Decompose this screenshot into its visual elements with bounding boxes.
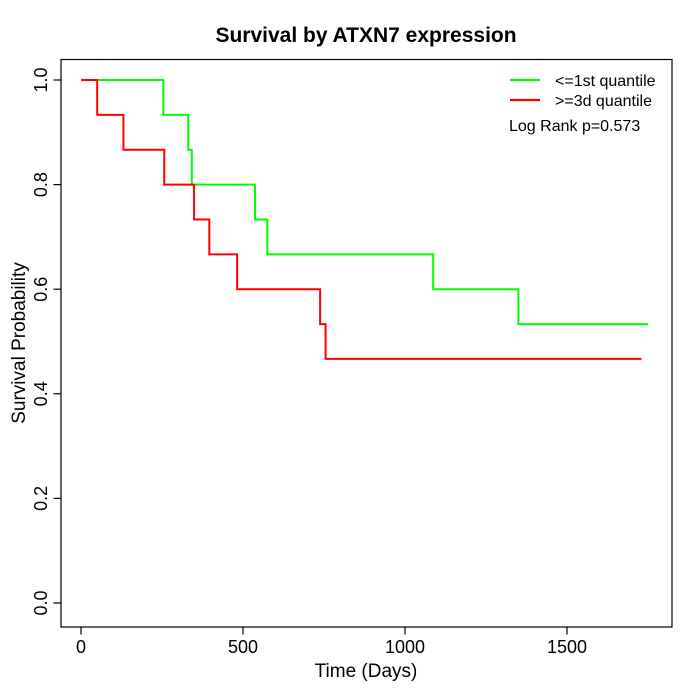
log-rank-annotation: Log Rank p=0.573 xyxy=(509,118,640,135)
legend: <=1st quantile >=3d quantile xyxy=(510,73,656,110)
legend-label: >=3d quantile xyxy=(555,93,652,110)
x-tick-label: 1500 xyxy=(547,637,587,657)
x-tick-label: 500 xyxy=(228,637,258,657)
y-axis-ticks: 0.0 0.2 0.4 0.6 0.8 1.0 xyxy=(31,67,61,616)
plot-box xyxy=(60,58,673,628)
y-tick-label: 0.8 xyxy=(31,172,51,197)
y-tick-label: 0.0 xyxy=(31,590,51,615)
x-tick-label: 1000 xyxy=(385,637,425,657)
x-axis-label: Time (Days) xyxy=(315,661,418,682)
y-tick-label: 1.0 xyxy=(31,67,51,92)
chart-title: Survival by ATXN7 expression xyxy=(215,24,516,47)
legend-label: <=1st quantile xyxy=(555,73,656,90)
x-tick-label: 0 xyxy=(76,637,86,657)
survival-curves xyxy=(81,79,648,360)
y-tick-label: 0.4 xyxy=(31,381,51,406)
legend-item-1: <=1st quantile xyxy=(510,73,656,90)
y-axis-label: Survival Probability xyxy=(9,262,30,424)
y-tick-label: 0.2 xyxy=(31,486,51,511)
survival-curve-2 xyxy=(81,79,642,360)
x-axis-ticks: 0 500 1000 1500 xyxy=(76,627,587,657)
legend-item-2: >=3d quantile xyxy=(510,93,652,110)
y-tick-label: 0.6 xyxy=(31,277,51,302)
survival-curve-1 xyxy=(81,79,648,326)
